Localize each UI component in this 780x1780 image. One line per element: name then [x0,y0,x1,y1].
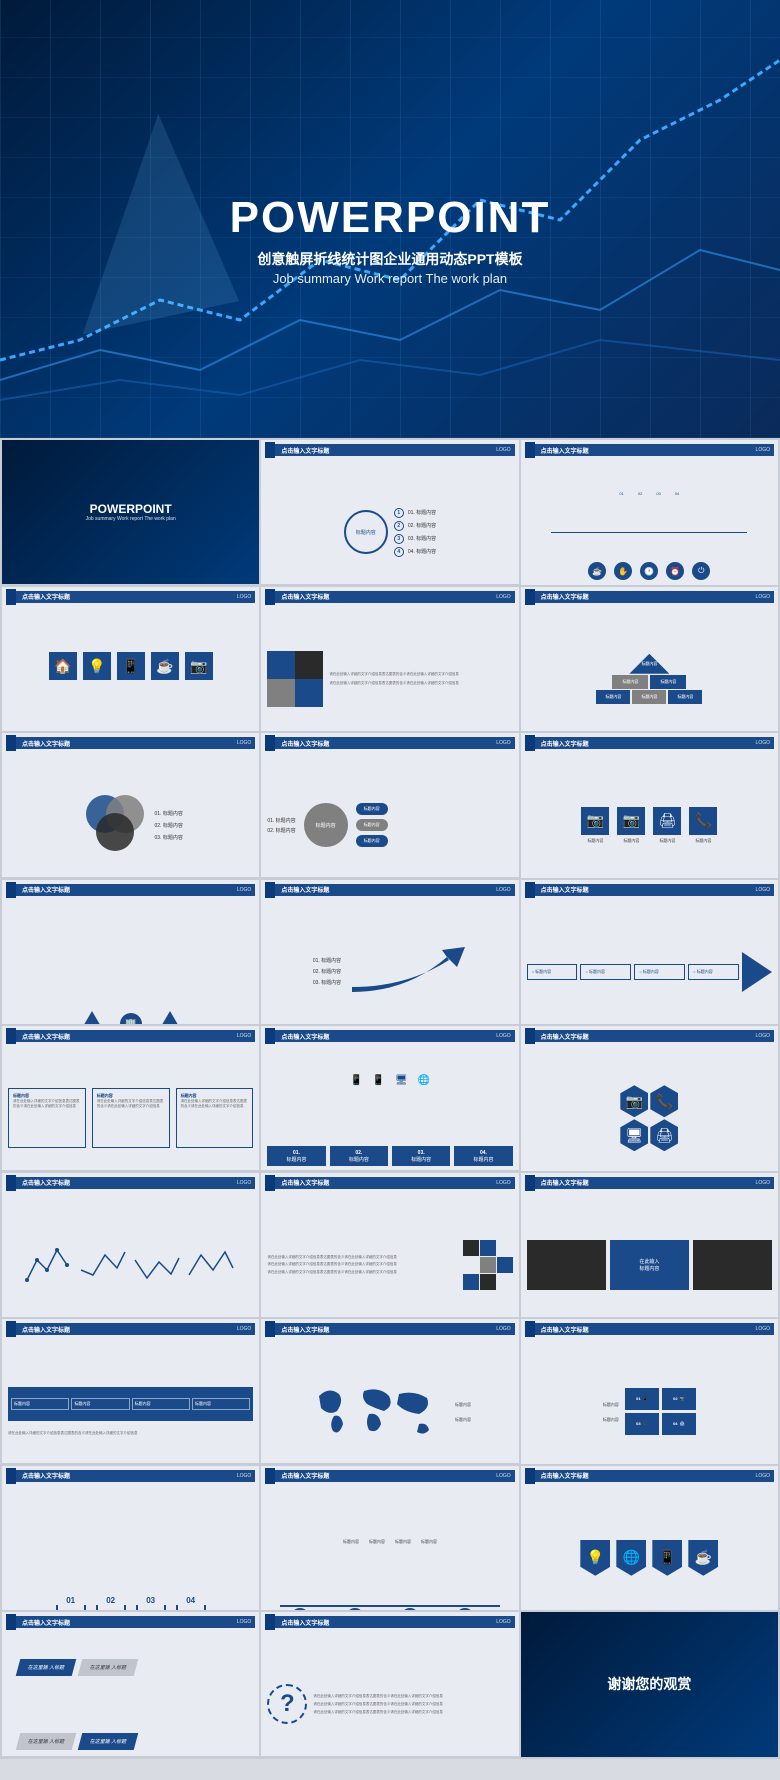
phone-icon: 📱 [643,1396,648,1401]
clock-icon: 🕐 [640,562,658,580]
slide-3-timeline: 点击输入文字标题LOGO 01020304 ☕ ✋ 🕐 ⏰ ⏻ [521,440,778,585]
center-label: 在此输入 标题内容 [610,1240,689,1290]
slide-grid: POWERPOINT Job summary Work report The w… [0,438,780,1759]
block-grid [463,1240,513,1290]
monitor-icon: 🖥 [620,1119,648,1151]
list-item: 303. 标题内容 [394,534,436,544]
mini-sub: Job summary Work report The work plan [2,516,259,522]
list-item: 404. 标题内容 [394,547,436,557]
slide-2: 点击输入文字标题LOGO 标题内容 101. 标题内容 202. 标题内容 30… [261,440,518,584]
mini-line-chart [187,1240,237,1290]
slide-10-triangles: 点击输入文字标题LOGO 标题内容 🏢标题内容 标题内容 [2,880,259,1024]
camera-icon: 📷 [617,807,645,835]
slide-12-arrow-boxes: 点击输入文字标题LOGO ○ 标题内容 ○ 标题内容 ○ 标题内容 ○ 标题内容 [521,880,778,1025]
list-item: 202. 标题内容 [394,521,436,531]
phone-icon: 📱 [372,1075,384,1086]
coffee-icon: ☕ [151,652,179,680]
slide-18-center-box: 点击输入文字标题LOGO 在此输入 标题内容 [521,1173,778,1318]
slide-1-title: POWERPOINT Job summary Work report The w… [2,440,259,584]
power-icon: ⏻ [692,562,710,580]
slide-26-question: 点击输入文字标题LOGO ? 请在此处输入详细的文字介绍信息表达图表的含义请在此… [261,1612,518,1756]
hero-text-block: POWERPOINT 创意触屏折线统计图企业通用动态PPT模板 Job summ… [230,193,551,286]
monitor-icon: 🖥 [395,1075,408,1086]
mini-line-chart [133,1240,183,1290]
slide-20-worldmap: 点击输入文字标题LOGO 标题内容 标题内容 [261,1319,518,1463]
phone-icon: 📱 [117,652,145,680]
phone-icon: 📞 [689,807,717,835]
slide-21-icon-grid: 点击输入文字标题LOGO 标题内容 标题内容 01📱 02📷 03📞 04🖨 [521,1319,778,1464]
camera-icon: 📷 [581,807,609,835]
slide-22-brackets: 点击输入文字标题LOGO 01标题内容 02标题内容 03标题内容 04标题内容 [2,1466,259,1610]
slide-8-radial: 点击输入文字标题LOGO 01. 标题内容 02. 标题内容 标题内容 标题内容… [261,733,518,877]
alarm-icon: ⏰ [666,562,684,580]
slide-5-puzzle: 点击输入文字标题LOGO 请在此处输入详细的文字介绍信息表达图表的含义请在此处输… [261,587,518,731]
slide-end: 谢谢您的观赏 [521,1612,778,1757]
slide-25-parallelograms: 点击输入文字标题LOGO 在这里输 入标题在这里输 入标题 在这里输 入标题在这… [2,1612,259,1756]
triangle-icon [78,1011,106,1024]
printer-icon: 🖨 [650,1119,678,1151]
triangle-icon [156,1011,184,1024]
printer-icon: 🖨 [653,807,681,835]
question-mark-icon: ? [267,1684,307,1724]
globe-icon: 🌐 [616,1540,646,1576]
phone-icon: 📱 [350,1075,362,1086]
bulb-icon: 💡 [83,652,111,680]
hero-subtitle-en: Job summary Work report The work plan [230,271,551,286]
mini-line-chart [25,1240,75,1290]
globe-icon: 🌐 [418,1075,430,1086]
phone-icon: 📞 [650,1085,678,1117]
venn-graphic [78,795,148,855]
slide-6-pyramid: 点击输入文字标题LOGO 标题内容 标题内容标题内容 标题内容标题内容标题内容 [521,587,778,732]
slide-11-swoosh: 点击输入文字标题LOGO 01. 标题内容 02. 标题内容 03. 标题内容 [261,880,518,1024]
coffee-icon: ☕ [688,1540,718,1576]
arrow-icon [742,952,772,992]
slide-17-blocks: 点击输入文字标题LOGO 请在此处输入详细的文字介绍信息表达图表的含义请在此处输… [261,1173,518,1317]
coffee-icon: ☕ [588,562,606,580]
swoosh-arrow [347,942,467,1002]
hero-subtitle-cn: 创意触屏折线统计图企业通用动态PPT模板 [230,249,551,269]
center-circle: 标题内容 [304,803,348,847]
hand-icon: ✋ [614,562,632,580]
slide-24-pentagons: 点击输入文字标题LOGO 💡 🌐 📱 ☕ [521,1466,778,1611]
hero-slide: POWERPOINT 创意触屏折线统计图企业通用动态PPT模板 Job summ… [0,0,780,438]
phone-icon: 📱 [652,1540,682,1576]
camera-icon: 📷 [680,1396,685,1401]
home-icon: 🏠 [49,652,77,680]
mini-line-chart [79,1240,129,1290]
slide-19-footnote-bar: 点击输入文字标题LOGO 标题内容 标题内容 标题内容 标题内容 请在此处输入详… [2,1319,259,1463]
hero-title: POWERPOINT [230,193,551,243]
puzzle-graphic [267,651,323,707]
slide-13-cards: 点击输入文字标题LOGO 标题内容请在此处输入详细的文字介绍信息表达图表的含义请… [2,1026,259,1170]
circle-label: 标题内容 [344,510,388,554]
slide-4-icons: 点击输入文字标题LOGO 🏠 💡 📱 ☕ 📷 请在此处输入详细的文字介绍信息表达… [2,587,259,731]
printer-icon: 🖨 [680,1421,685,1426]
world-map-icon [309,1376,449,1446]
bulb-icon: 💡 [580,1540,610,1576]
thank-you-text: 谢谢您的观赏 [607,1674,691,1694]
slide-7-venn: 点击输入文字标题LOGO 01. 标题内容 02. 标题内容 03. 标题内容 [2,733,259,877]
slide-15-hexagons: 点击输入文字标题LOGO 📷 📞 🖥 🖨 [521,1026,778,1171]
slide-23-wave: 点击输入文字标题LOGO 标题内容 标题内容 标题内容 标题内容 01 02 0… [261,1466,518,1610]
list-item: 101. 标题内容 [394,508,436,518]
camera-icon: 📷 [185,652,213,680]
slide-14-numbered: 点击输入文字标题LOGO 📱 📱 🖥 🌐 01.标题内容 02.标题内容 03.… [261,1026,518,1170]
slide-16-line-charts: 点击输入文字标题LOGO [2,1173,259,1317]
slide-9-four-icons: 点击输入文字标题LOGO 📷标题内容 📷标题内容 🖨标题内容 📞标题内容 [521,733,778,878]
mini-title: POWERPOINT [2,502,259,516]
phone-icon: 📞 [643,1421,648,1426]
camera-icon: 📷 [620,1085,648,1117]
